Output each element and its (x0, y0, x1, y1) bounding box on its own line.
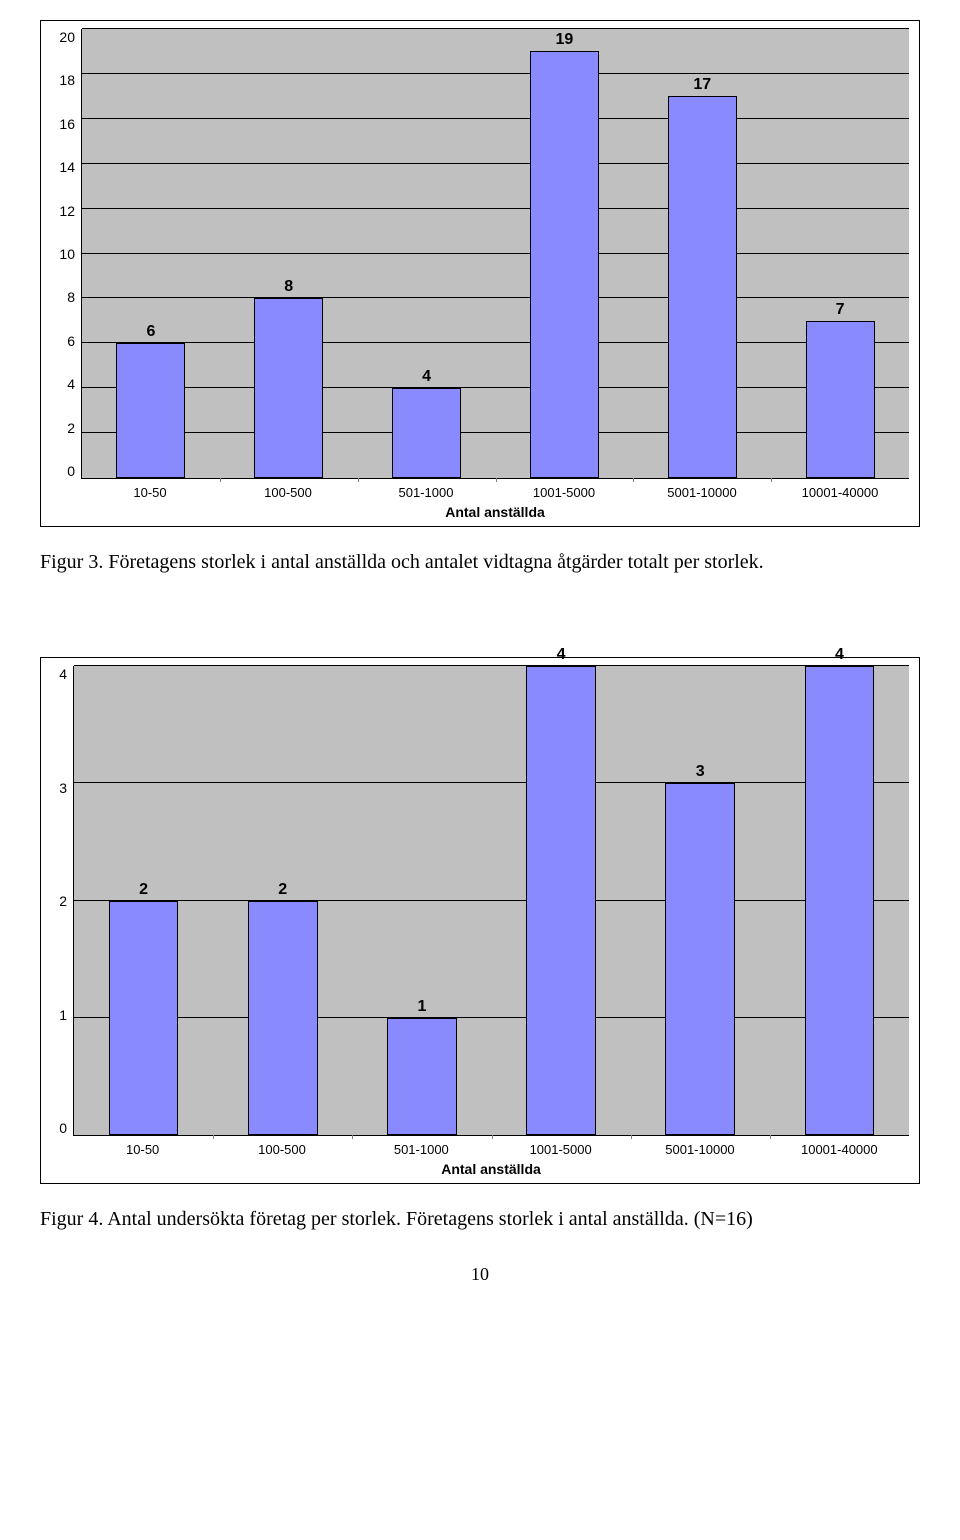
bar-value-label: 4 (557, 646, 566, 664)
x-category-label: 1001-5000 (491, 1136, 630, 1157)
y-axis: 20181614121086420 (51, 29, 81, 479)
bar-value-label: 1 (417, 998, 426, 1016)
x-category-label: 1001-5000 (495, 479, 633, 500)
y-axis: 4 3 2 1 0 (51, 666, 73, 1136)
bar (526, 666, 596, 1135)
y-tick-label: 2 (59, 893, 67, 909)
bar-value-label: 19 (556, 31, 574, 49)
y-tick-label: 20 (59, 29, 75, 45)
y-tick-label: 12 (59, 203, 75, 219)
page-number: 10 (40, 1264, 920, 1285)
plot-area: 221434 (73, 666, 909, 1136)
chart-1: 201816141210864206841917710-50100-500501… (51, 29, 909, 520)
y-tick-label: 1 (59, 1007, 67, 1023)
y-tick-label: 14 (59, 159, 75, 175)
x-category-label: 10001-40000 (771, 479, 909, 500)
bar (387, 1018, 457, 1135)
bar (109, 901, 179, 1136)
y-tick-label: 4 (67, 376, 75, 392)
x-category-label: 5001-10000 (633, 479, 771, 500)
x-category-label: 10001-40000 (770, 1136, 909, 1157)
x-category-label: 501-1000 (352, 1136, 491, 1157)
x-category-label: 10-50 (73, 1136, 212, 1157)
y-tick-label: 0 (59, 1120, 67, 1136)
bar (254, 298, 323, 478)
y-tick-label: 6 (67, 333, 75, 349)
x-category-label: 100-500 (212, 1136, 351, 1157)
bar-value-label: 17 (693, 76, 711, 94)
chart-2: 4321022143410-50100-500501-10001001-5000… (51, 666, 909, 1177)
plot-area: 6 8 4 19 17 7 (81, 29, 909, 479)
x-category-label: 10-50 (81, 479, 219, 500)
bar-value-label: 2 (278, 881, 287, 899)
bar-value-label: 8 (284, 278, 293, 296)
bar-value-label: 2 (139, 881, 148, 899)
y-tick-label: 2 (67, 420, 75, 436)
bar (392, 388, 461, 478)
bar (806, 321, 875, 478)
bar (530, 51, 599, 478)
x-category-label: 5001-10000 (630, 1136, 769, 1157)
bar-value-label: 3 (696, 763, 705, 781)
y-tick-label: 4 (59, 666, 67, 682)
y-tick-label: 8 (67, 289, 75, 305)
bar-value-label: 4 (422, 368, 431, 386)
x-category-label: 501-1000 (357, 479, 495, 500)
bar-value-label: 4 (835, 646, 844, 664)
chart-2-container: 4321022143410-50100-500501-10001001-5000… (40, 657, 920, 1184)
y-tick-label: 10 (59, 246, 75, 262)
x-axis-title: Antal anställda (73, 1157, 909, 1177)
y-tick-label: 18 (59, 72, 75, 88)
bar-value-label: 7 (836, 301, 845, 319)
caption-2: Figur 4. Antal undersökta företag per st… (40, 1204, 920, 1234)
x-axis-title: Antal anställda (81, 500, 909, 520)
y-tick-label: 0 (67, 463, 75, 479)
bar (665, 783, 735, 1135)
bar (668, 96, 737, 478)
chart-1-container: 201816141210864206841917710-50100-500501… (40, 20, 920, 527)
y-tick-label: 3 (59, 780, 67, 796)
x-axis: 10-50100-500501-10001001-50005001-100001… (73, 1136, 909, 1157)
x-category-label: 100-500 (219, 479, 357, 500)
caption-1: Figur 3. Företagens storlek i antal anst… (40, 547, 920, 577)
bar (116, 343, 185, 478)
bar-value-label: 6 (146, 323, 155, 341)
y-tick-label: 16 (59, 116, 75, 132)
x-axis: 10-50100-500501-10001001-50005001-100001… (81, 479, 909, 500)
bar (248, 901, 318, 1136)
bar (805, 666, 875, 1135)
